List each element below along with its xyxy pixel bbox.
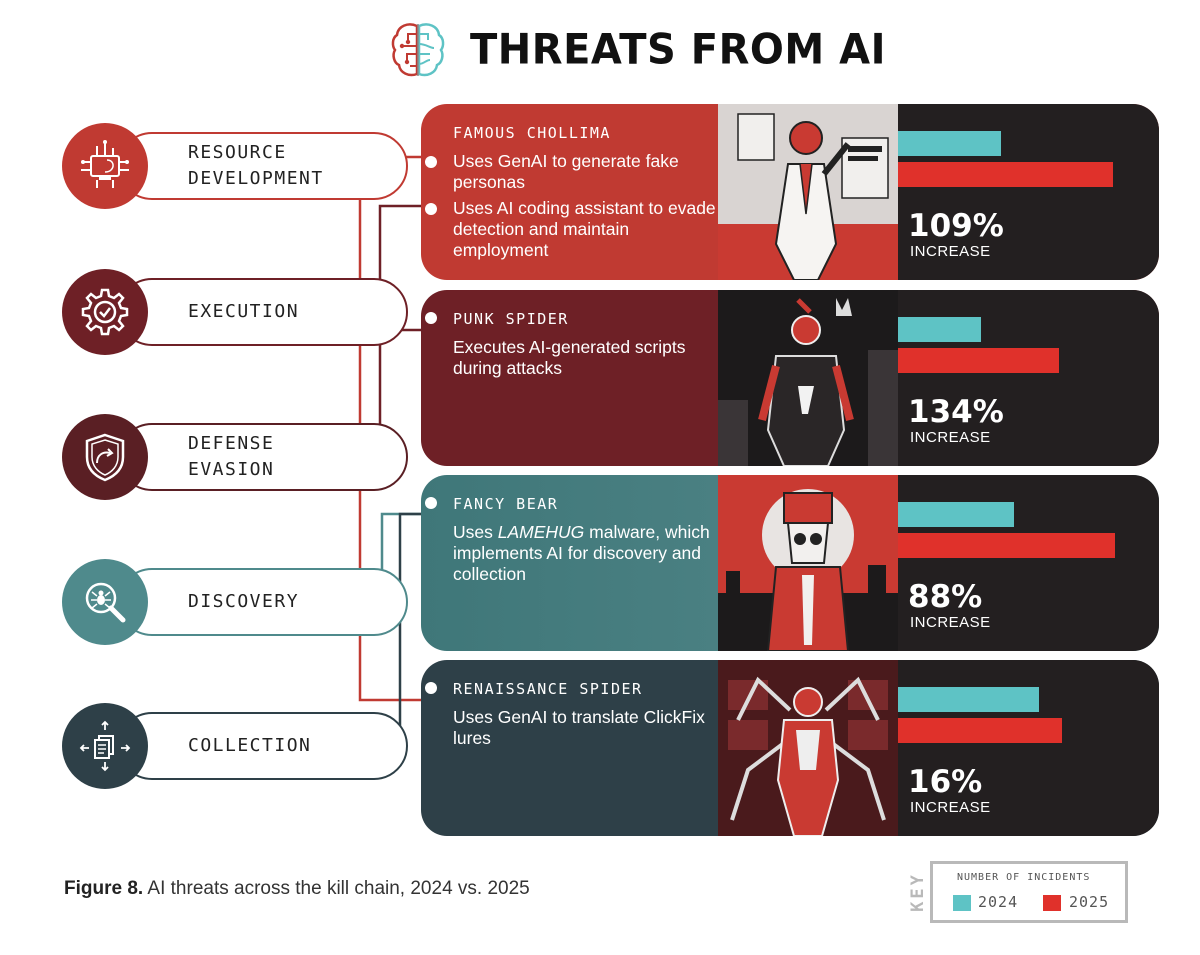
bullet-text: Uses GenAI to generate fake personas [453, 151, 679, 192]
card-renaissance-spider: RENAISSANCE SPIDER Uses GenAI to transla… [421, 660, 1159, 836]
figure-caption: Figure 8. AI threats across the kill cha… [64, 878, 530, 899]
illustration [718, 290, 898, 466]
increase-value: 109% [908, 208, 1004, 244]
brain-circuit-icon [391, 23, 445, 77]
card-punk-spider: PUNK SPIDER Executes AI-generated script… [421, 290, 1159, 466]
page-title: THREATS FROM AI [470, 25, 886, 75]
increase-value: 88% [908, 579, 983, 615]
tactic-label: EXECUTION [118, 278, 408, 346]
gear-check-icon [62, 269, 148, 355]
tactic-label: DEFENSE EVASION [118, 423, 408, 491]
bar-2025 [898, 533, 1115, 558]
card-famous-chollima: FAMOUS CHOLLIMA Uses GenAI to generate f… [421, 104, 1159, 280]
documents-arrows-icon [62, 703, 148, 789]
tactic-label: DISCOVERY [118, 568, 408, 636]
legend-title: NUMBER OF INCIDENTS [957, 872, 1091, 883]
tactic-label: COLLECTION [118, 712, 408, 780]
legend-swatch-2025 [1043, 895, 1061, 911]
bullet-dot [425, 312, 437, 324]
shield-arrow-icon [62, 414, 148, 500]
tactic-resource-development: RESOURCE DEVELOPMENT [62, 123, 408, 209]
actor-name: RENAISSANCE SPIDER [453, 680, 643, 698]
header: THREATS FROM AI [390, 18, 886, 82]
actor-name: FANCY BEAR [453, 495, 559, 513]
key-word: KEY [908, 872, 928, 912]
legend-swatch-2024 [953, 895, 971, 911]
illustration [718, 104, 898, 280]
bullet-dot [425, 682, 437, 694]
actor-name: PUNK SPIDER [453, 310, 569, 328]
bullet-dot [425, 203, 437, 215]
illustration [718, 660, 898, 836]
magnifier-spider-icon [62, 559, 148, 645]
tactic-defense-evasion: DEFENSE EVASION [62, 414, 408, 500]
increase-label: INCREASE [910, 614, 991, 631]
tactic-execution: EXECUTION [62, 269, 408, 355]
legend-label-2024: 2024 [978, 893, 1019, 911]
card-fancy-bear: FANCY BEAR Uses LAMEHUG malware, which i… [421, 475, 1159, 651]
increase-label: INCREASE [910, 429, 991, 446]
legend: NUMBER OF INCIDENTS 2024 2025 [930, 861, 1128, 923]
bullet-dot [425, 497, 437, 509]
bullet-text: Uses LAMEHUG malware, which implements A… [453, 522, 710, 584]
tactic-collection: COLLECTION [62, 703, 408, 789]
bullet-dot [425, 156, 437, 168]
bar-2024 [898, 687, 1039, 712]
increase-label: INCREASE [910, 799, 991, 816]
bar-2024 [898, 131, 1001, 156]
tactic-discovery: DISCOVERY [62, 559, 408, 645]
bar-2025 [898, 348, 1059, 373]
tactic-label: RESOURCE DEVELOPMENT [118, 132, 408, 200]
bar-2025 [898, 718, 1062, 743]
bullet-text: Uses AI coding assistant to evade detect… [453, 198, 716, 260]
actor-name: FAMOUS CHOLLIMA [453, 124, 611, 142]
bullet-text: Uses GenAI to translate ClickFix lures [453, 707, 705, 748]
bar-2025 [898, 162, 1113, 187]
bar-2024 [898, 317, 981, 342]
circuit-chip-icon [62, 123, 148, 209]
illustration [718, 475, 898, 651]
increase-label: INCREASE [910, 243, 991, 260]
legend-label-2025: 2025 [1069, 893, 1110, 911]
increase-value: 134% [908, 394, 1004, 430]
bar-2024 [898, 502, 1014, 527]
bullet-text: Executes AI-generated scripts during att… [453, 337, 686, 378]
increase-value: 16% [908, 764, 983, 800]
